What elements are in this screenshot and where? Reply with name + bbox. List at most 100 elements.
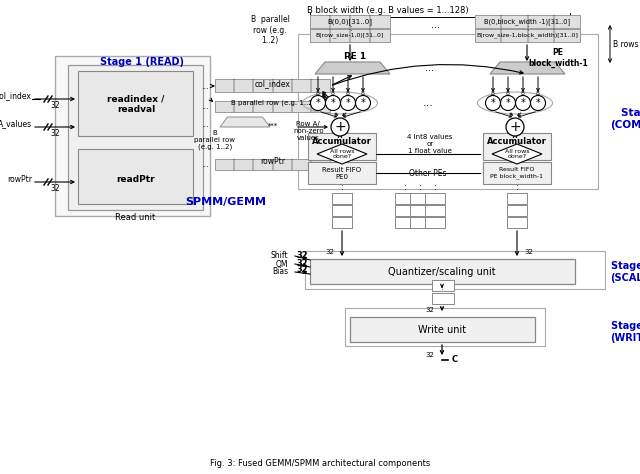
Bar bbox=[483, 133, 551, 160]
Bar bbox=[425, 205, 445, 216]
Circle shape bbox=[531, 95, 545, 110]
Text: Stage 1 (READ): Stage 1 (READ) bbox=[100, 57, 184, 67]
Text: Fig. 3: Fused GEMM/SPMM architectural components: Fig. 3: Fused GEMM/SPMM architectural co… bbox=[210, 458, 430, 467]
Text: 8: 8 bbox=[316, 91, 320, 95]
Bar bbox=[395, 193, 415, 204]
Text: 32: 32 bbox=[296, 258, 308, 267]
Bar bbox=[308, 162, 376, 184]
Circle shape bbox=[355, 95, 371, 110]
Text: Row A/
non-zero
values: Row A/ non-zero values bbox=[293, 121, 324, 141]
Bar bbox=[298, 34, 598, 189]
Circle shape bbox=[340, 95, 355, 110]
Text: col_index: col_index bbox=[255, 80, 291, 89]
Text: *: * bbox=[506, 98, 510, 108]
Text: 8: 8 bbox=[521, 91, 525, 95]
Text: *: * bbox=[520, 98, 525, 108]
Text: All rows
done?: All rows done? bbox=[330, 149, 355, 159]
Text: 32: 32 bbox=[296, 252, 308, 261]
Bar bbox=[332, 205, 352, 216]
Bar bbox=[410, 193, 430, 204]
Bar bbox=[350, 317, 535, 342]
Bar bbox=[410, 217, 430, 228]
Text: *: * bbox=[346, 98, 350, 108]
Text: Stage 4
(WRITE): Stage 4 (WRITE) bbox=[610, 321, 640, 343]
Text: ...: ... bbox=[422, 98, 433, 108]
Text: 32: 32 bbox=[50, 100, 60, 109]
Polygon shape bbox=[492, 144, 542, 164]
Text: *: * bbox=[316, 98, 321, 108]
Text: B rows: B rows bbox=[613, 39, 639, 48]
Bar bbox=[55, 56, 210, 216]
Text: ...: ... bbox=[431, 20, 440, 30]
Polygon shape bbox=[315, 62, 390, 74]
Bar bbox=[475, 29, 580, 42]
Bar bbox=[215, 101, 330, 112]
Text: *: * bbox=[360, 98, 365, 108]
Text: B(row_size-1,block_width)[31..0]: B(row_size-1,block_width)[31..0] bbox=[476, 33, 578, 38]
Bar bbox=[332, 217, 352, 228]
Bar bbox=[332, 193, 352, 204]
Text: :: : bbox=[434, 182, 436, 191]
Bar bbox=[310, 259, 575, 284]
Text: 32: 32 bbox=[426, 352, 435, 358]
Bar bbox=[308, 133, 376, 160]
Text: 8: 8 bbox=[536, 91, 540, 95]
Polygon shape bbox=[220, 117, 270, 127]
Text: Bias: Bias bbox=[272, 267, 288, 276]
Text: Write unit: Write unit bbox=[418, 325, 466, 335]
Text: 8: 8 bbox=[491, 91, 495, 95]
Bar bbox=[395, 217, 415, 228]
Text: *: * bbox=[331, 98, 335, 108]
Bar bbox=[305, 251, 605, 289]
Bar bbox=[425, 193, 445, 204]
Bar bbox=[432, 280, 454, 291]
Bar bbox=[310, 15, 390, 28]
Text: Quantizer/scaling unit: Quantizer/scaling unit bbox=[388, 267, 496, 277]
Text: B
parallel row
(e.g. 1..2): B parallel row (e.g. 1..2) bbox=[195, 130, 236, 150]
Text: rowPtr: rowPtr bbox=[260, 156, 285, 165]
Text: :: : bbox=[419, 182, 421, 191]
Bar bbox=[507, 217, 527, 228]
Circle shape bbox=[515, 95, 531, 110]
Text: readindex /
readval: readindex / readval bbox=[108, 94, 164, 114]
Bar bbox=[507, 193, 527, 204]
Bar bbox=[410, 205, 430, 216]
Text: 32: 32 bbox=[50, 183, 60, 192]
Text: All rows
done?: All rows done? bbox=[505, 149, 529, 159]
Text: 32: 32 bbox=[426, 307, 435, 313]
Polygon shape bbox=[317, 144, 367, 164]
Text: Stage 3
(SCALE): Stage 3 (SCALE) bbox=[610, 261, 640, 283]
Text: ***: *** bbox=[268, 123, 278, 129]
Bar bbox=[68, 65, 203, 210]
Circle shape bbox=[326, 95, 340, 110]
Text: *: * bbox=[536, 98, 540, 108]
Circle shape bbox=[500, 95, 515, 110]
Text: B block width (e.g. B values = 1...128): B block width (e.g. B values = 1...128) bbox=[307, 6, 469, 15]
Text: ...: ... bbox=[201, 82, 209, 91]
Text: Other PEs: Other PEs bbox=[409, 168, 447, 177]
Bar bbox=[507, 205, 527, 216]
Text: :: : bbox=[349, 24, 351, 33]
Text: :: : bbox=[516, 182, 518, 191]
Text: +: + bbox=[509, 120, 521, 134]
Circle shape bbox=[331, 118, 349, 136]
Bar bbox=[215, 79, 330, 92]
Bar bbox=[78, 71, 193, 136]
Text: Shift: Shift bbox=[270, 252, 288, 261]
Text: PE
block_width-1: PE block_width-1 bbox=[528, 48, 588, 68]
Circle shape bbox=[310, 95, 326, 110]
Text: A_values: A_values bbox=[0, 119, 32, 128]
Text: 32: 32 bbox=[525, 249, 533, 255]
Text: PE 1: PE 1 bbox=[344, 52, 366, 61]
Text: 4 int8 values
or
1 float value: 4 int8 values or 1 float value bbox=[407, 134, 452, 154]
Text: 8: 8 bbox=[506, 91, 510, 95]
Bar bbox=[432, 293, 454, 304]
Text: QM: QM bbox=[275, 259, 288, 268]
Text: B(0,0)[31..0]: B(0,0)[31..0] bbox=[328, 18, 372, 25]
Circle shape bbox=[506, 118, 524, 136]
Text: ...: ... bbox=[201, 101, 209, 110]
Text: 8: 8 bbox=[331, 91, 335, 95]
Text: Stage 2
(COMPUTE): Stage 2 (COMPUTE) bbox=[610, 108, 640, 130]
Text: *: * bbox=[491, 98, 495, 108]
Text: rowPtr: rowPtr bbox=[7, 174, 32, 183]
